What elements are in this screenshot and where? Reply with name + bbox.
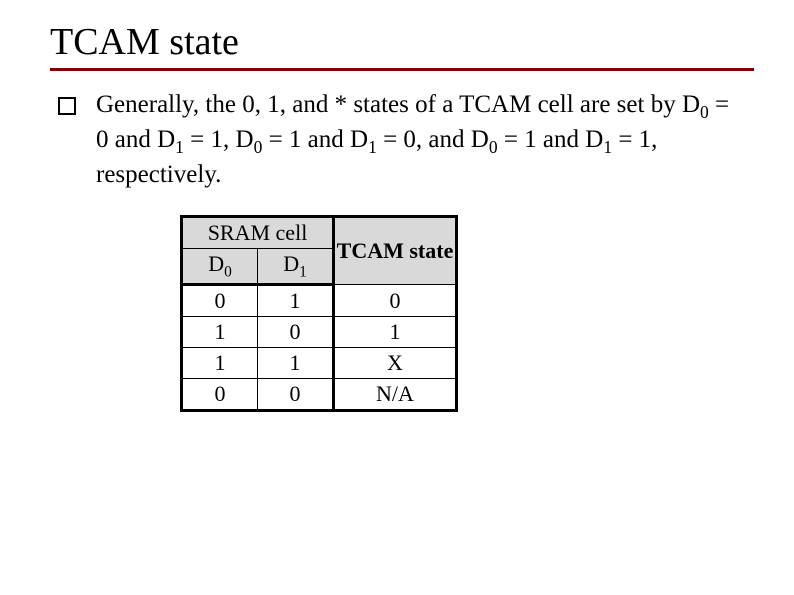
cell-d0: 0 xyxy=(182,285,258,317)
sub: 1 xyxy=(368,137,377,157)
sub: 0 xyxy=(700,102,709,122)
header-state-cell: TCAM state xyxy=(334,217,457,285)
cell-d0: 1 xyxy=(182,317,258,348)
title-underline xyxy=(50,68,754,71)
cell-state: N/A xyxy=(334,379,457,411)
sub: 0 xyxy=(489,137,498,157)
body-paragraph: Generally, the 0, 1, and * states of a T… xyxy=(96,89,736,191)
cell-d0: 1 xyxy=(182,348,258,379)
cell-d1: 0 xyxy=(258,317,334,348)
body-seg: = 0, and D xyxy=(377,126,489,153)
cell-state: 1 xyxy=(334,317,457,348)
tcam-table: SRAM cell TCAM state D0 D1 0 1 0 1 0 1 1… xyxy=(180,215,458,412)
cell-d1: 1 xyxy=(258,285,334,317)
table-row: 0 0 N/A xyxy=(182,379,457,411)
sub: 1 xyxy=(603,137,612,157)
cell-d1: 0 xyxy=(258,379,334,411)
table-row: 1 0 1 xyxy=(182,317,457,348)
body-seg: = 1 and D xyxy=(498,126,604,153)
bullet-icon xyxy=(58,97,76,115)
table-row: 0 1 0 xyxy=(182,285,457,317)
cell-state: 0 xyxy=(334,285,457,317)
sub: 0 xyxy=(254,137,263,157)
cell-state: X xyxy=(334,348,457,379)
header-sram-cell: SRAM cell xyxy=(182,217,334,249)
slide-title: TCAM state xyxy=(50,20,754,64)
body-seg: = 1, D xyxy=(184,126,254,153)
header-d1: D1 xyxy=(258,249,334,285)
table-header-row-1: SRAM cell TCAM state xyxy=(182,217,457,249)
header-d0: D0 xyxy=(182,249,258,285)
sub: 1 xyxy=(175,137,184,157)
cell-d1: 1 xyxy=(258,348,334,379)
body-seg: = 1 and D xyxy=(262,126,368,153)
body-seg: Generally, the 0, 1, and * states of a T… xyxy=(96,91,700,118)
cell-d0: 0 xyxy=(182,379,258,411)
table-row: 1 1 X xyxy=(182,348,457,379)
